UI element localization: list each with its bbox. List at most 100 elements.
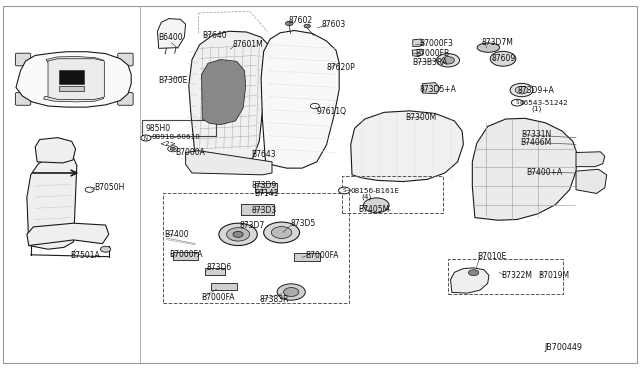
Bar bbox=[294, 253, 320, 261]
Text: 873D7: 873D7 bbox=[240, 221, 265, 230]
Circle shape bbox=[310, 103, 319, 109]
Circle shape bbox=[85, 187, 94, 192]
Text: S: S bbox=[342, 188, 346, 193]
Text: (1): (1) bbox=[532, 105, 542, 112]
Text: B7331N: B7331N bbox=[522, 130, 552, 139]
Polygon shape bbox=[44, 96, 104, 102]
Circle shape bbox=[436, 54, 460, 67]
Text: B7050H: B7050H bbox=[94, 183, 124, 192]
Polygon shape bbox=[202, 60, 246, 125]
Text: (4): (4) bbox=[362, 194, 372, 201]
Circle shape bbox=[233, 231, 243, 237]
Polygon shape bbox=[46, 57, 104, 63]
Polygon shape bbox=[16, 52, 131, 107]
Text: B7000FA: B7000FA bbox=[305, 251, 339, 260]
Bar bbox=[163, 193, 349, 303]
Circle shape bbox=[227, 228, 250, 241]
Text: 985H0: 985H0 bbox=[146, 124, 171, 133]
Text: B7019M: B7019M bbox=[538, 271, 570, 280]
Circle shape bbox=[511, 99, 523, 106]
Text: B7322M: B7322M bbox=[501, 271, 532, 280]
Circle shape bbox=[442, 57, 454, 64]
Polygon shape bbox=[27, 154, 77, 249]
Circle shape bbox=[304, 24, 310, 28]
Circle shape bbox=[219, 223, 257, 246]
Circle shape bbox=[284, 288, 299, 296]
Text: 87603: 87603 bbox=[322, 20, 346, 29]
FancyBboxPatch shape bbox=[15, 93, 31, 105]
Text: B7400+A: B7400+A bbox=[527, 168, 563, 177]
Circle shape bbox=[339, 187, 350, 194]
Text: B7000F3: B7000F3 bbox=[419, 39, 453, 48]
Circle shape bbox=[170, 147, 175, 150]
Text: B7643: B7643 bbox=[252, 150, 276, 159]
Text: B7400: B7400 bbox=[164, 230, 188, 239]
Text: B7141: B7141 bbox=[254, 189, 278, 198]
Text: 08156-B161E: 08156-B161E bbox=[350, 188, 399, 194]
Text: JB700449: JB700449 bbox=[545, 343, 582, 352]
Polygon shape bbox=[412, 49, 424, 57]
Circle shape bbox=[510, 83, 533, 97]
Text: 873D9: 873D9 bbox=[252, 181, 276, 190]
Bar bbox=[448, 259, 563, 294]
Polygon shape bbox=[186, 151, 272, 175]
Text: N: N bbox=[144, 135, 148, 141]
Bar bbox=[142, 120, 216, 136]
Ellipse shape bbox=[477, 43, 499, 52]
Text: B73B3RA: B73B3RA bbox=[412, 58, 447, 67]
Text: 873D6: 873D6 bbox=[206, 263, 231, 272]
Text: 87601M: 87601M bbox=[232, 40, 263, 49]
Bar bbox=[342, 176, 443, 213]
Text: 873D9+A: 873D9+A bbox=[517, 86, 554, 95]
Circle shape bbox=[468, 270, 479, 276]
Text: 06543-51242: 06543-51242 bbox=[520, 100, 568, 106]
Circle shape bbox=[100, 246, 111, 252]
Polygon shape bbox=[576, 152, 605, 167]
Polygon shape bbox=[413, 39, 424, 46]
Text: S: S bbox=[515, 100, 519, 105]
Circle shape bbox=[490, 51, 516, 66]
Polygon shape bbox=[157, 19, 186, 48]
Text: B7406M: B7406M bbox=[520, 138, 552, 147]
Text: B7640: B7640 bbox=[202, 31, 227, 40]
Bar bbox=[59, 70, 84, 84]
Circle shape bbox=[141, 135, 151, 141]
Polygon shape bbox=[189, 31, 272, 164]
Circle shape bbox=[271, 227, 292, 238]
Text: 87383R: 87383R bbox=[260, 295, 289, 304]
Polygon shape bbox=[35, 138, 76, 163]
Circle shape bbox=[364, 198, 389, 213]
Bar bbox=[173, 252, 198, 260]
Text: 08918-60610: 08918-60610 bbox=[151, 134, 200, 140]
Circle shape bbox=[168, 146, 178, 152]
Text: 87620P: 87620P bbox=[326, 63, 355, 72]
FancyBboxPatch shape bbox=[15, 53, 31, 66]
Text: B7300E: B7300E bbox=[158, 76, 188, 85]
Circle shape bbox=[264, 222, 300, 243]
Text: 873D3: 873D3 bbox=[252, 206, 276, 215]
FancyBboxPatch shape bbox=[118, 93, 133, 105]
Circle shape bbox=[277, 284, 305, 300]
Polygon shape bbox=[59, 86, 84, 91]
Text: <2>: <2> bbox=[159, 141, 176, 147]
Bar bbox=[241, 204, 274, 215]
Text: B7405M: B7405M bbox=[358, 205, 389, 214]
Text: 873D5+A: 873D5+A bbox=[420, 85, 457, 94]
Polygon shape bbox=[451, 268, 489, 293]
Text: B7000FB: B7000FB bbox=[415, 49, 449, 58]
Bar bbox=[205, 268, 225, 275]
Polygon shape bbox=[48, 59, 104, 99]
Polygon shape bbox=[351, 111, 463, 182]
Polygon shape bbox=[261, 31, 339, 168]
Text: 873D7M: 873D7M bbox=[481, 38, 513, 47]
Text: B7000FA: B7000FA bbox=[170, 250, 203, 259]
Text: B7501A: B7501A bbox=[70, 251, 100, 260]
Polygon shape bbox=[576, 169, 607, 193]
Text: B7000FA: B7000FA bbox=[202, 293, 235, 302]
Polygon shape bbox=[27, 223, 109, 246]
Polygon shape bbox=[472, 118, 577, 220]
Text: 87609: 87609 bbox=[492, 54, 516, 63]
Text: 87602: 87602 bbox=[289, 16, 313, 25]
Text: 97611Q: 97611Q bbox=[316, 107, 346, 116]
FancyBboxPatch shape bbox=[118, 53, 133, 66]
